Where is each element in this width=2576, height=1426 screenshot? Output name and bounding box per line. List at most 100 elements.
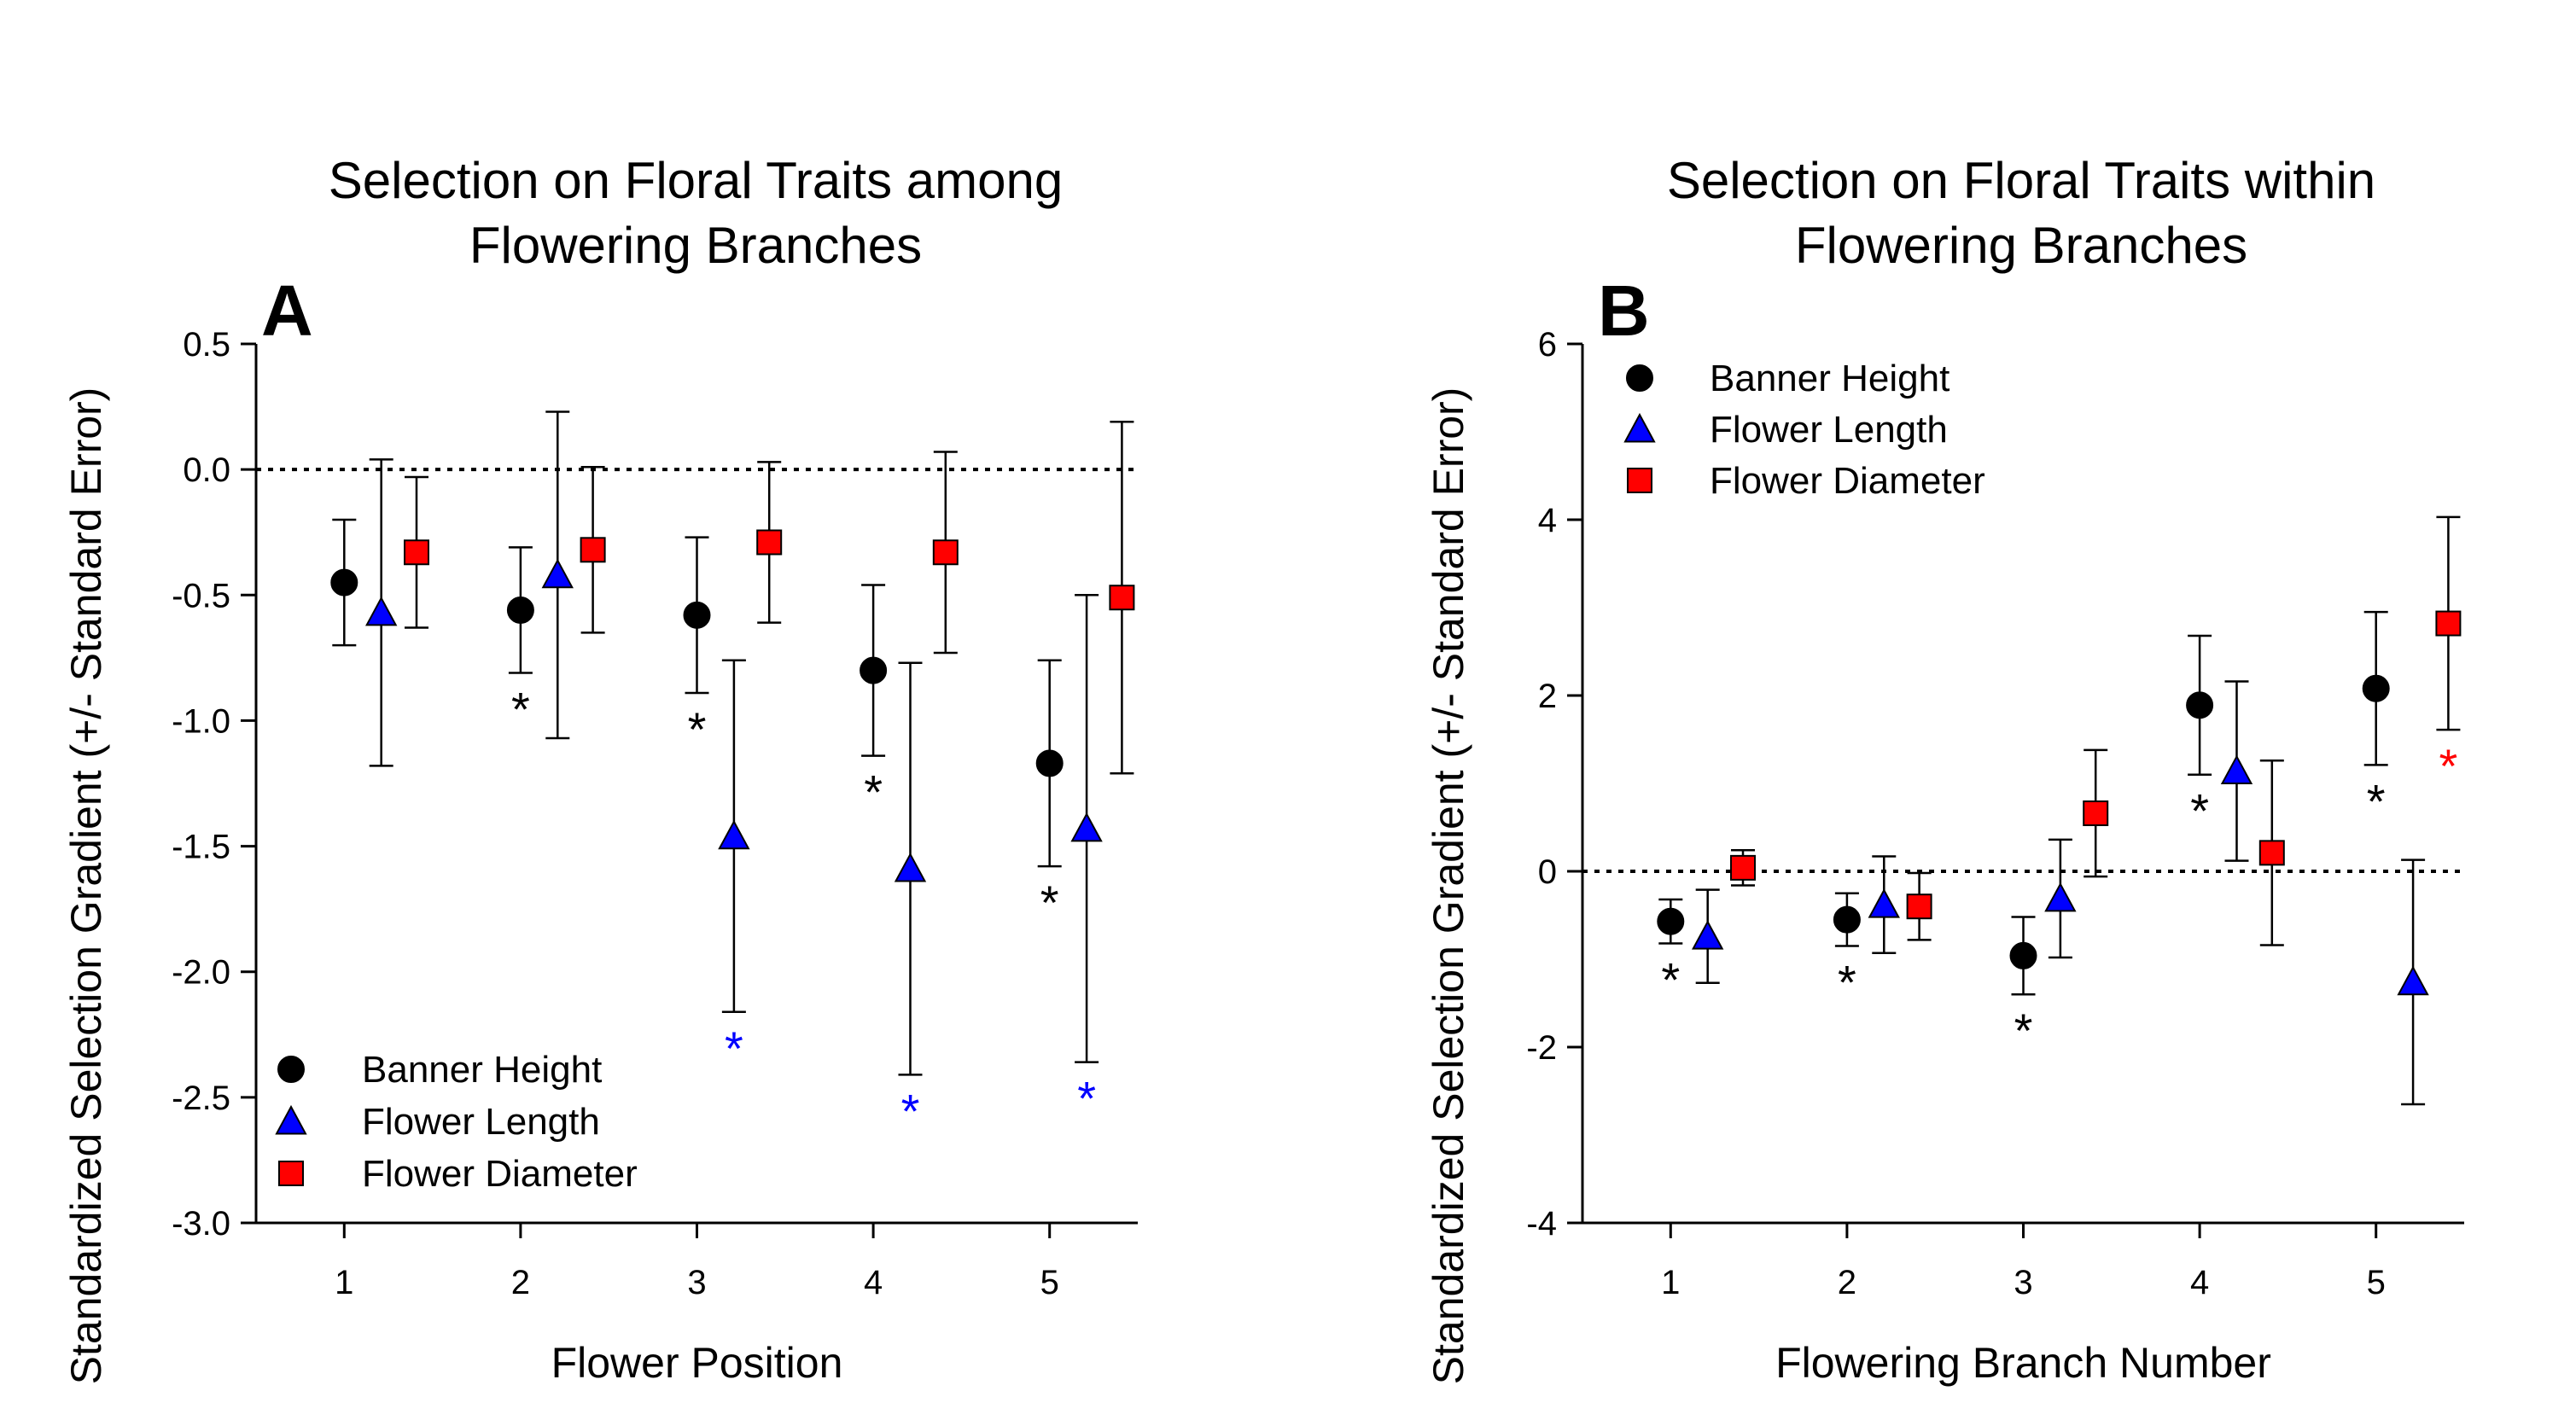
legend-marker-triangle — [275, 1104, 307, 1135]
x-tick-label: 2 — [1838, 1264, 1856, 1301]
data-point-circle — [330, 568, 358, 597]
legend-label: Flower Length — [1710, 409, 1948, 451]
y-tick-label: -1.5 — [172, 829, 230, 866]
x-axis-label: Flowering Branch Number — [1775, 1339, 2271, 1387]
significance-asterisk: * — [1661, 952, 1680, 1006]
chart-title-line-2: Flowering Branches — [1795, 217, 2247, 274]
legend-marker-circle — [277, 1056, 305, 1083]
data-point-circle — [1035, 749, 1064, 777]
series-flower-length — [1692, 680, 2429, 1106]
data-point-triangle — [2044, 882, 2077, 912]
data-point-square — [580, 537, 606, 563]
x-tick-label: 5 — [2367, 1264, 2386, 1301]
y-tick-label: 0.0 — [183, 451, 230, 489]
panel-b: Selection on Floral Traits within Floweri… — [1425, 152, 2464, 1387]
chart-title-line-1: Selection on Floral Traits within — [1667, 152, 2375, 209]
y-tick-label: -1.0 — [172, 702, 230, 740]
y-tick-label: -0.5 — [172, 577, 230, 614]
series-banner-height: * * * * * — [1657, 610, 2390, 1057]
y-tick-label: -4 — [1526, 1205, 1557, 1243]
data-point-square — [2083, 800, 2109, 827]
significance-asterisk: * — [1040, 876, 1059, 929]
panel-letter: B — [1598, 271, 1650, 351]
legend: Banner Height Flower Length Flower Diamete… — [275, 1049, 638, 1195]
significance-asterisk: * — [1838, 956, 1856, 1010]
series-flower-diameter: * — [1730, 515, 2462, 946]
data-point-triangle — [2397, 965, 2429, 996]
data-point-square — [932, 539, 959, 566]
legend: Banner Height Flower Length Flower Diamete… — [1623, 358, 1985, 502]
y-tick-label: -3.0 — [172, 1205, 230, 1243]
data-point-circle — [506, 596, 534, 624]
data-point-square — [756, 529, 783, 556]
x-tick-label: 2 — [511, 1264, 530, 1301]
y-tick-label: 0 — [1538, 853, 1557, 891]
data-point-triangle — [541, 558, 574, 589]
data-point-circle — [683, 601, 711, 629]
x-tick-label: 1 — [335, 1264, 353, 1301]
data-point-square — [404, 539, 430, 566]
data-point-circle — [860, 656, 888, 684]
data-point-triangle — [2220, 754, 2253, 785]
legend-label: Flower Diameter — [1710, 460, 1985, 502]
y-tick-label: 6 — [1538, 326, 1557, 364]
data-point-square — [1730, 854, 1757, 881]
significance-asterisk: * — [901, 1084, 920, 1138]
legend-label: Flower Length — [362, 1101, 600, 1143]
y-tick-label: 2 — [1538, 678, 1557, 715]
significance-asterisk: * — [1077, 1072, 1096, 1126]
panel-a: Selection on Floral Traits among Flowerin… — [62, 152, 1138, 1387]
y-axis-label: Standardized Selection Gradient (+/- Sta… — [62, 387, 110, 1385]
data-point-triangle — [1868, 888, 1900, 918]
data-point-square — [2258, 840, 2285, 866]
data-point-triangle — [1692, 920, 1724, 950]
significance-asterisk: * — [2190, 784, 2209, 838]
data-point-square — [2435, 610, 2462, 637]
data-point-triangle — [1070, 812, 1103, 842]
x-tick-label: 4 — [864, 1264, 883, 1301]
legend-label: Flower Diameter — [362, 1153, 638, 1195]
data-point-circle — [2009, 941, 2037, 969]
y-tick-label: -2.5 — [172, 1080, 230, 1117]
significance-asterisk: * — [725, 1021, 743, 1075]
x-tick-label: 3 — [687, 1264, 706, 1301]
legend-marker-circle — [1626, 364, 1653, 392]
legend-marker-square — [1627, 468, 1652, 493]
data-point-square — [1906, 893, 1932, 920]
chart-title-line-2: Flowering Branches — [469, 217, 922, 274]
y-axis-label: Standardized Selection Gradient (+/- Sta… — [1425, 387, 1472, 1385]
series-flower-diameter — [404, 420, 1135, 775]
x-axis-label: Flower Position — [551, 1339, 843, 1387]
y-tick-label: -2 — [1526, 1029, 1557, 1067]
data-point-triangle — [365, 596, 398, 626]
series-banner-height: * * * * — [330, 518, 1064, 929]
data-point-circle — [1657, 907, 1685, 935]
significance-asterisk: * — [2014, 1004, 2033, 1057]
y-tick-label: -2.0 — [172, 954, 230, 992]
legend-label: Banner Height — [1710, 358, 1949, 399]
x-tick-label: 3 — [2014, 1264, 2032, 1301]
data-point-circle — [2186, 691, 2214, 719]
y-tick-label: 4 — [1538, 502, 1557, 539]
x-tick-label: 1 — [1661, 1264, 1680, 1301]
chart-title-line-1: Selection on Floral Traits among — [329, 152, 1063, 209]
data-point-triangle — [894, 852, 927, 882]
legend-marker-triangle — [1623, 412, 1656, 443]
significance-asterisk: * — [511, 683, 530, 736]
significance-asterisk: * — [2367, 774, 2386, 828]
series-flower-length: * * * — [365, 410, 1103, 1138]
significance-asterisk: * — [2439, 739, 2458, 793]
panel-letter: A — [261, 271, 313, 351]
x-tick-label: 4 — [2190, 1264, 2209, 1301]
data-point-square — [1109, 585, 1135, 611]
significance-asterisk: * — [688, 702, 707, 756]
y-tick-label: 0.5 — [183, 326, 230, 364]
x-tick-label: 5 — [1040, 1264, 1059, 1301]
data-point-circle — [2362, 674, 2390, 702]
legend-marker-square — [278, 1161, 304, 1186]
data-point-circle — [1833, 905, 1861, 934]
data-point-triangle — [718, 819, 750, 850]
significance-asterisk: * — [864, 765, 883, 819]
legend-label: Banner Height — [362, 1049, 602, 1091]
